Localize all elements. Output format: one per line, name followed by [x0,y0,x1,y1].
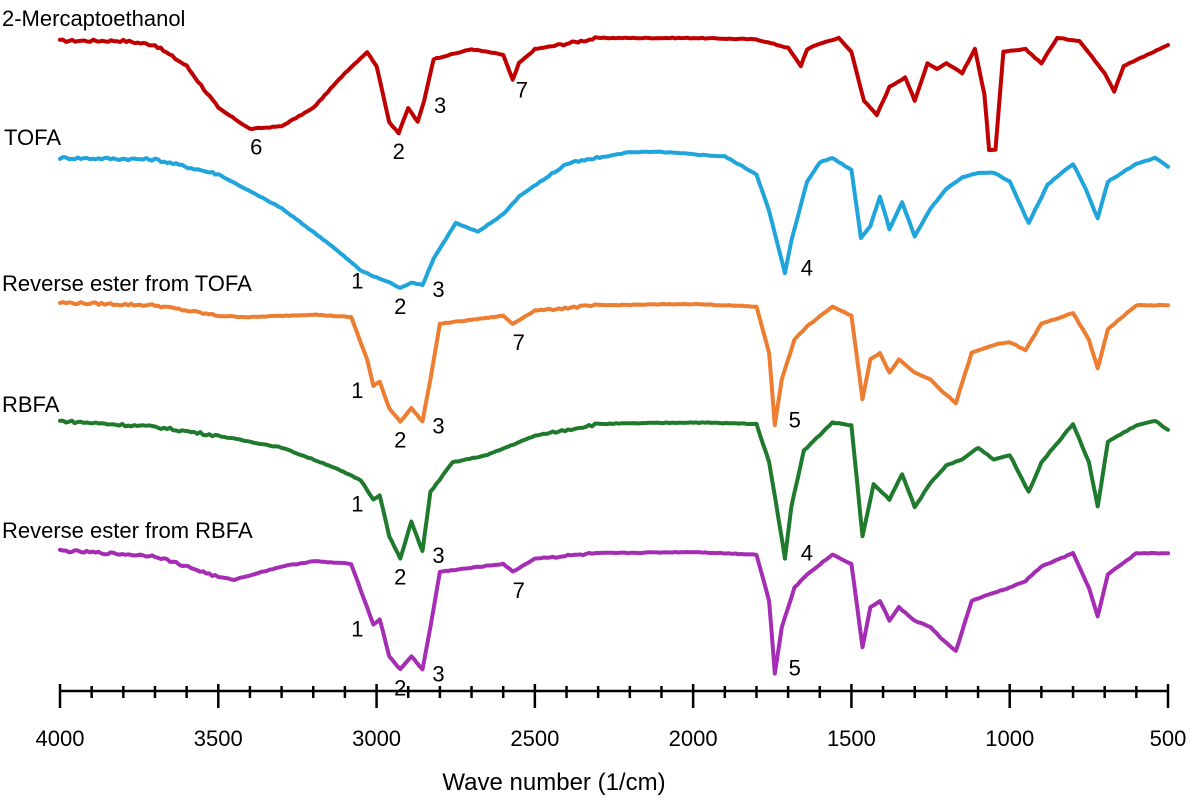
x-tick-label: 3500 [194,726,243,751]
spectra-layer [58,35,1170,676]
peak-label-12: 7 [513,330,525,355]
peak-label-7: 3 [432,277,444,302]
series-label-4: RBFA [2,392,60,417]
x-tick-label: 1000 [985,726,1034,751]
series-label-2: TOFA [4,125,61,150]
peak-label-11: 3 [432,413,444,438]
peak-label-21: 7 [513,578,525,603]
peak-label-10: 2 [394,427,406,452]
peak-label-18: 1 [351,617,363,642]
x-tick-label: 4000 [36,726,85,751]
series-line-5 [58,547,1170,676]
x-axis: 4000 3500 3000 2500 2000 1500 1000 500 [36,684,1187,751]
peak-label-17: 4 [801,541,813,566]
peak-label-20: 3 [432,661,444,686]
peak-label-22: 5 [789,655,801,680]
x-tick-label: 2500 [510,726,559,751]
peak-label-16: 3 [432,543,444,568]
series-line-3 [58,300,1170,428]
peak-label-3: 3 [434,93,446,118]
series-line-1 [58,35,1170,153]
peak-label-6: 2 [394,294,406,319]
series-line-4 [58,418,1170,561]
peak-label-5: 1 [351,268,363,293]
x-tick-label: 1500 [827,726,876,751]
peak-label-13: 5 [789,407,801,432]
peak-annotations: 6 2 3 7 1 2 3 4 1 2 3 7 5 1 2 3 4 1 2 3 7 5 [250,78,813,701]
peak-label-1: 6 [250,134,262,159]
series-label-1: 2-Mercaptoethanol [2,6,185,31]
x-tick-label: 3000 [352,726,401,751]
peak-label-15: 2 [394,565,406,590]
series-label-3: Reverse ester from TOFA [2,271,252,296]
x-tick-label: 2000 [669,726,718,751]
peak-label-9: 1 [351,378,363,403]
x-tick-label: 500 [1150,726,1187,751]
x-axis-title: Wave number (1/cm) [442,769,665,796]
peak-label-14: 1 [351,491,363,516]
peak-label-4: 7 [516,78,528,103]
series-labels: 2-Mercaptoethanol TOFA Reverse ester from … [2,6,253,543]
peak-label-2: 2 [393,139,405,164]
peak-label-8: 4 [801,255,813,280]
series-line-2 [58,149,1170,290]
series-label-5: Reverse ester from RBFA [2,518,253,543]
peak-label-19: 2 [394,675,406,700]
